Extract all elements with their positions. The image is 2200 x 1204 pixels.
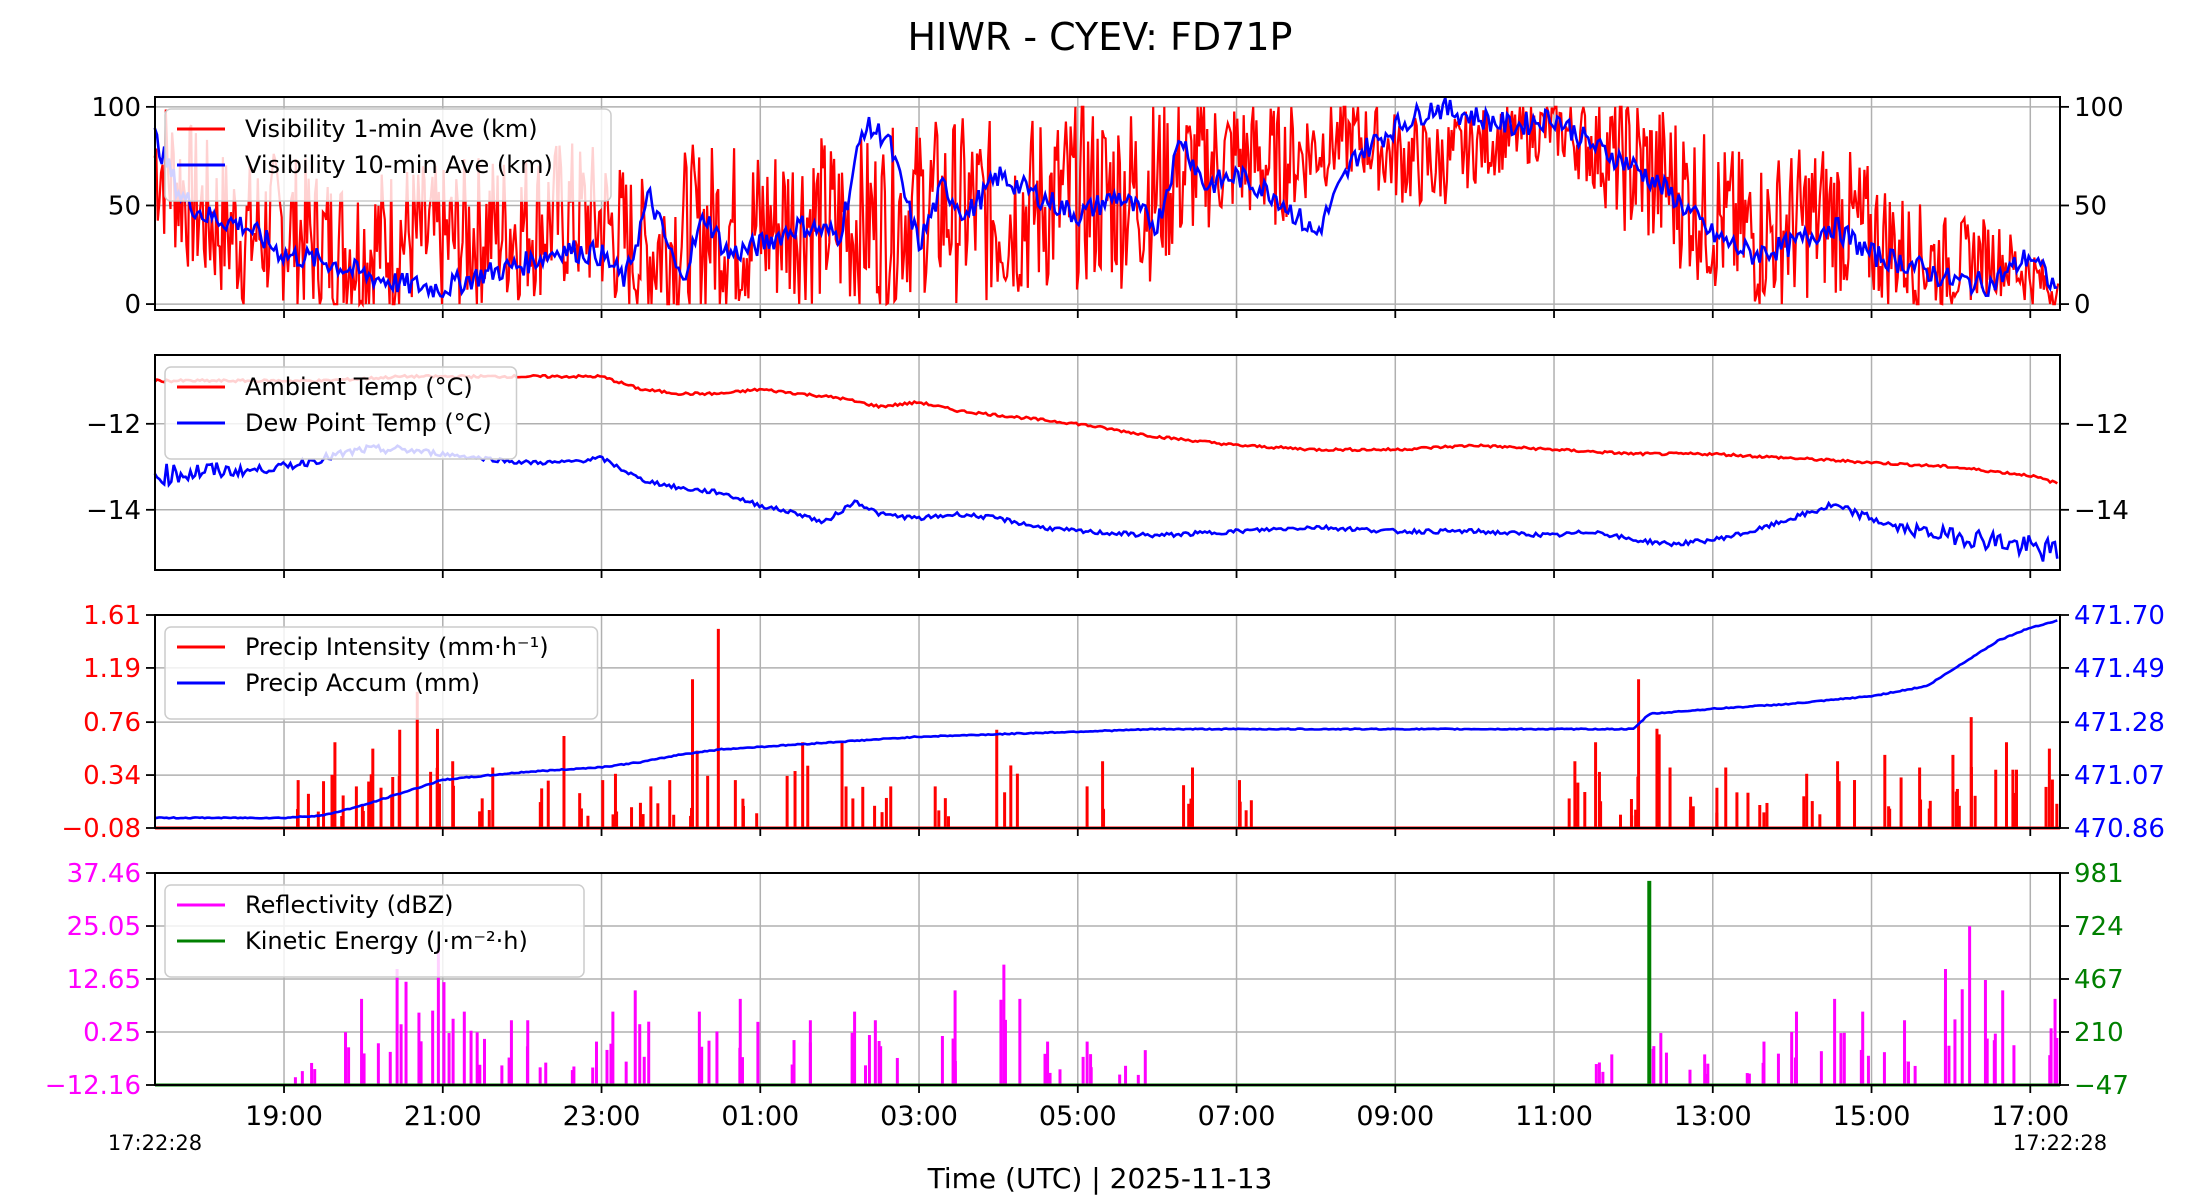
y-tick-label-right: 471.70	[2074, 601, 2165, 631]
legend-label: Precip Accum (mm)	[245, 669, 480, 697]
x-tick-label: 19:00	[245, 1101, 323, 1132]
x-tick-label: 07:00	[1198, 1101, 1276, 1132]
y-tick-label-right: 471.07	[2074, 761, 2165, 791]
y-tick-label-left: 50	[108, 191, 141, 221]
panel-precipitation: −0.08 0.34 0.76 1.19 1.61 470.86 471.07 471.28 4…	[61, 601, 2165, 844]
series-line-1	[153, 97, 2058, 300]
legend-box	[164, 626, 599, 720]
x-tick-label: 01:00	[721, 1101, 799, 1132]
y-tick-label-left: 1.19	[83, 654, 141, 684]
y-tick-label-right: 471.28	[2074, 708, 2165, 738]
legend-box	[164, 108, 612, 202]
y-tick-label-right: 981	[2074, 859, 2124, 889]
legend-label: Dew Point Temp (°C)	[245, 409, 492, 437]
legend-label: Kinetic Energy (J·m⁻²·h)	[245, 927, 528, 955]
x-end-label: 17:22:28	[2013, 1131, 2107, 1155]
x-axis-label: Time (UTC) | 2025-11-13	[927, 1162, 1273, 1195]
panel-frame	[154, 96, 2061, 311]
y-tick-label-right: 0	[2074, 290, 2091, 320]
legend-label: Visibility 10-min Ave (km)	[245, 151, 553, 179]
y-tick-label-left: 0.76	[83, 708, 141, 738]
legend-label: Ambient Temp (°C)	[245, 373, 473, 401]
y-tick-label-left: 25.05	[67, 912, 141, 942]
x-start-label: 17:22:28	[108, 1131, 202, 1155]
y-tick-label-left: 0	[124, 290, 141, 320]
legend-label: Reflectivity (dBZ)	[245, 891, 454, 919]
x-tick-label: 03:00	[880, 1101, 958, 1132]
y-tick-label-left: 0.25	[83, 1018, 141, 1048]
series-line-1	[154, 619, 2058, 820]
y-tick-label-right: 467	[2074, 965, 2124, 995]
legend: Reflectivity (dBZ) Kinetic Energy (J·m⁻²·…	[164, 884, 585, 978]
y-tick-label-right: −14	[2074, 496, 2129, 526]
legend: Visibility 1-min Ave (km) Visibility 10-m…	[164, 108, 612, 202]
x-tick-label: 21:00	[404, 1101, 482, 1132]
legend: Ambient Temp (°C) Dew Point Temp (°C)	[164, 366, 518, 460]
y-tick-label-left: −14	[86, 496, 141, 526]
y-tick-label-right: 100	[2074, 93, 2124, 123]
x-tick-label: 11:00	[1515, 1101, 1593, 1132]
y-tick-label-left: 100	[91, 93, 141, 123]
panel-frame	[154, 354, 2061, 571]
x-tick-label: 23:00	[563, 1101, 641, 1132]
y-tick-label-right: 50	[2074, 191, 2107, 221]
y-tick-label-right: −47	[2074, 1071, 2129, 1101]
y-tick-label-right: −12	[2074, 410, 2129, 440]
x-tick-label: 09:00	[1356, 1101, 1434, 1132]
y-tick-label-left: −12.16	[45, 1071, 141, 1101]
x-tick-label: 13:00	[1674, 1101, 1752, 1132]
legend-label: Precip Intensity (mm·h⁻¹)	[245, 633, 549, 661]
panel-reflectivity: −12.16 0.25 12.65 25.05 37.46 −47 210 467 724 981…	[45, 859, 2129, 1101]
legend-box	[164, 884, 585, 978]
y-tick-label-right: 724	[2074, 912, 2124, 942]
y-tick-label-left: 12.65	[67, 965, 141, 995]
y-tick-label-left: −12	[86, 410, 141, 440]
x-tick-label: 15:00	[1833, 1101, 1911, 1132]
y-tick-label-left: 1.61	[83, 601, 141, 631]
y-tick-label-left: 0.34	[83, 761, 141, 791]
legend-label: Visibility 1-min Ave (km)	[245, 115, 538, 143]
y-tick-label-right: 470.86	[2074, 814, 2165, 844]
y-tick-label-right: 210	[2074, 1018, 2124, 1048]
y-tick-label-left: −0.08	[61, 814, 141, 844]
legend: Precip Intensity (mm·h⁻¹) Precip Accum (m…	[164, 626, 599, 720]
series-line-1	[153, 443, 2059, 562]
panel-temperature: −14 −12 −14 −12 Ambient Temp (°C) Dew Point T…	[86, 354, 2129, 578]
chart-title: HIWR - CYEV: FD71P	[908, 15, 1293, 59]
x-tick-label: 05:00	[1039, 1101, 1117, 1132]
legend-box	[164, 366, 518, 460]
y-tick-label-left: 37.46	[67, 859, 141, 889]
x-tick-label: 17:00	[1991, 1101, 2069, 1132]
y-tick-label-right: 471.49	[2074, 654, 2165, 684]
